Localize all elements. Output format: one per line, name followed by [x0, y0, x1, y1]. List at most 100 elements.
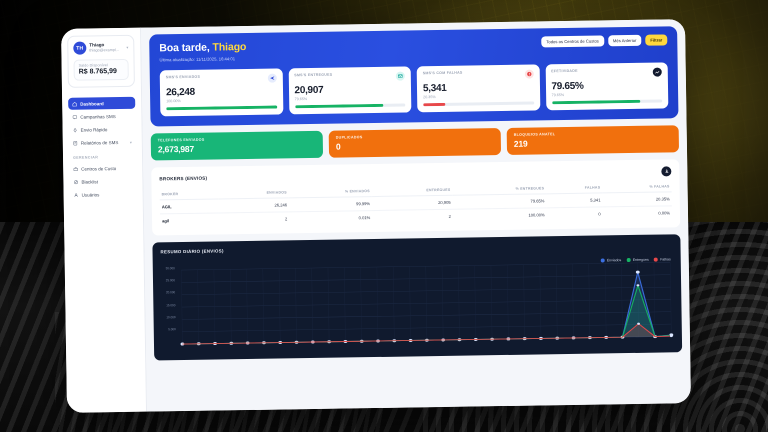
summary-pill-list: TELEFONES ENVIADOS 2,673,987 DUPLICADOS …: [150, 124, 680, 161]
stat-label: SMS'S ENVIADOS: [165, 74, 201, 79]
stat-card-sms-enviados: SMS'S ENVIADOS 26,248 100.00%: [159, 67, 283, 116]
user-row: TH Thiago thiago@exampl... ▾: [73, 41, 128, 55]
brokers-panel: BROKERS (ENVIOS) BROKER ENVIADOS % ENVIA…: [151, 158, 681, 236]
balance-label: Saldo Disponível: [78, 63, 108, 68]
chart-icon: [652, 66, 662, 77]
sidebar-item-campanhas-sms[interactable]: Campanhas SMS: [68, 110, 135, 123]
home-icon: [72, 101, 77, 106]
cell-falhas: 0: [598, 211, 601, 217]
report-icon: [73, 140, 78, 145]
sidebar-item-blacklist[interactable]: Blacklist: [69, 175, 136, 188]
pill-value: 2,673,987: [157, 143, 195, 155]
alert-icon: [524, 69, 534, 79]
sidebar-nav: Dashboard Campanhas SMS Envio Rápido Rel…: [68, 96, 137, 201]
stat-percent: 79.65%: [294, 97, 308, 102]
stat-percent: 100.00%: [166, 99, 181, 104]
hero-text-block: Boa tarde, Thiago Última atualização: 11…: [159, 41, 246, 62]
pill-bloqueios-anatel: BLOQUEIOS ANATEL 219: [506, 124, 680, 155]
stat-head: SMS'S ENTREGUES: [294, 71, 405, 82]
stat-value: 5,341: [422, 82, 447, 94]
cell-falhas: 5,341: [546, 192, 603, 208]
stat-label: EFETIVIDADE: [551, 68, 578, 73]
sidebar-item-label: Relatórios de SMS: [80, 139, 119, 146]
stat-progress-bar: [423, 101, 534, 106]
pill-value: 219: [513, 138, 528, 149]
cell-enviados: 2: [284, 215, 288, 222]
stat-progress-bar: [294, 103, 406, 108]
hero-banner: Boa tarde, Thiago Última atualização: 11…: [149, 26, 679, 127]
hero-actions: Todos os Centros de Custos Mês Anterior …: [541, 34, 668, 48]
user-card[interactable]: TH Thiago thiago@exampl... ▾ Saldo Dispo…: [67, 34, 135, 88]
avatar: TH: [73, 41, 87, 55]
chart-y-axis: 5.000 10.000 15.000 20.000 25.000 30.000: [161, 266, 177, 342]
stat-card-list: SMS'S ENVIADOS 26,248 100.00% SMS'S ENTR…: [159, 61, 669, 116]
brokers-table: BROKER ENVIADOS % ENVIADOS ENTREGUES % E…: [159, 180, 673, 227]
chevron-down-icon[interactable]: ▾: [126, 44, 129, 50]
chart-plot-area: 5.000 10.000 15.000 20.000 25.000 30.000: [161, 260, 674, 354]
stat-percent: 79.65%: [551, 93, 565, 98]
cell-pct-entregues: 79.65%: [452, 193, 547, 209]
stat-card-sms-com-falhas: SMS'S COM FALHAS 5,341 20.35%: [416, 63, 540, 112]
chart-svg: [180, 261, 674, 346]
stat-card-efetividade: EFETIVIDADE 79.65% 79.65%: [545, 61, 669, 110]
stat-card-sms-entregues: SMS'S ENTREGUES 20,907 79.65%: [288, 65, 412, 114]
brokers-panel-head: BROKERS (ENVIOS): [159, 165, 672, 184]
envelope-icon: [395, 71, 405, 81]
main-content: Boa tarde, Thiago Última atualização: 11…: [141, 19, 691, 412]
cell-pct-falhas: 20.35%: [602, 191, 672, 207]
chart-y-tick-label: 10.000: [166, 315, 176, 320]
sidebar-item-label: Blacklist: [81, 178, 98, 185]
sidebar-section-label: GERENCIAR: [73, 155, 99, 160]
download-icon[interactable]: [661, 165, 672, 177]
briefcase-icon: [73, 166, 78, 171]
period-filter-button[interactable]: Mês Anterior: [607, 34, 642, 47]
cost-centers-filter-button[interactable]: Todos os Centros de Custos: [541, 35, 604, 48]
send-icon: [267, 73, 277, 83]
cell-pct-enviados: 0.01%: [358, 214, 371, 220]
sidebar-item-label: Usuários: [81, 191, 100, 198]
brokers-title: BROKERS (ENVIOS): [159, 175, 208, 182]
message-icon: [72, 114, 78, 119]
cell-pct-entregues: 100.00%: [528, 211, 545, 218]
sidebar-item-usuarios[interactable]: Usuários: [70, 188, 137, 201]
rocket-icon: [73, 127, 77, 133]
pill-value: 0: [335, 141, 341, 152]
app-window-wrapper: TH Thiago thiago@exampl... ▾ Saldo Dispo…: [61, 19, 691, 413]
stat-head: SMS'S COM FALHAS: [423, 69, 534, 80]
cell-pct-falhas: 0.00%: [658, 209, 671, 216]
stat-progress-fill: [294, 103, 383, 108]
sidebar-item-relatorios-de-sms[interactable]: Relatórios de SMS ▾: [69, 136, 136, 149]
chart-y-tick-label: 25.000: [165, 278, 176, 283]
cell-broker: AGIL: [159, 198, 220, 214]
cell-broker: agil: [162, 217, 170, 223]
cell-enviados: 26,246: [219, 197, 290, 213]
page-title: Boa tarde, Thiago: [159, 41, 246, 54]
app-window: TH Thiago thiago@exampl... ▾ Saldo Dispo…: [61, 19, 691, 413]
sidebar-item-dashboard[interactable]: Dashboard: [68, 96, 136, 110]
chart-title: RESUMO DIÁRIO (ENVIOS): [160, 247, 224, 254]
stat-label: SMS'S COM FALHAS: [422, 70, 463, 75]
sidebar-item-label: Envio Rápido: [80, 126, 108, 133]
ban-icon: [73, 179, 78, 184]
greeting-name: Thiago: [212, 41, 247, 54]
sidebar-item-centros-de-custo[interactable]: Centros de Custo: [69, 162, 136, 175]
sidebar-item-envio-rapido[interactable]: Envio Rápido: [69, 123, 136, 136]
stat-head: SMS'S ENVIADOS: [166, 73, 277, 84]
apply-filter-button[interactable]: Filtrar: [645, 34, 668, 47]
chevron-down-icon[interactable]: ▾: [129, 139, 132, 145]
cell-pct-enviados: 99.99%: [288, 196, 373, 212]
users-icon: [74, 193, 78, 197]
balance-box: Saldo Disponível R$ 8.765,99: [73, 58, 129, 81]
cell-entregues: 2: [448, 213, 451, 219]
pill-duplicados: DUPLICADOS 0: [328, 127, 502, 158]
daily-summary-chart-panel: RESUMO DIÁRIO (ENVIOS) Enviados Entregue…: [152, 233, 683, 361]
pill-telefones-enviados: TELEFONES ENVIADOS 2,673,987: [150, 130, 324, 161]
cell-entregues: 20,905: [371, 194, 453, 211]
sidebar-item-label: Dashboard: [80, 100, 104, 107]
stat-value: 79.65%: [551, 80, 584, 92]
hero-top-row: Boa tarde, Thiago Última atualização: 11…: [159, 34, 668, 62]
stat-percent: 20.35%: [423, 95, 436, 100]
last-update-text: Última atualização: 11/11/2025, 16:44:01: [159, 55, 236, 62]
stat-head: EFETIVIDADE: [551, 66, 662, 78]
chart-y-tick-label: 20.000: [165, 290, 176, 295]
